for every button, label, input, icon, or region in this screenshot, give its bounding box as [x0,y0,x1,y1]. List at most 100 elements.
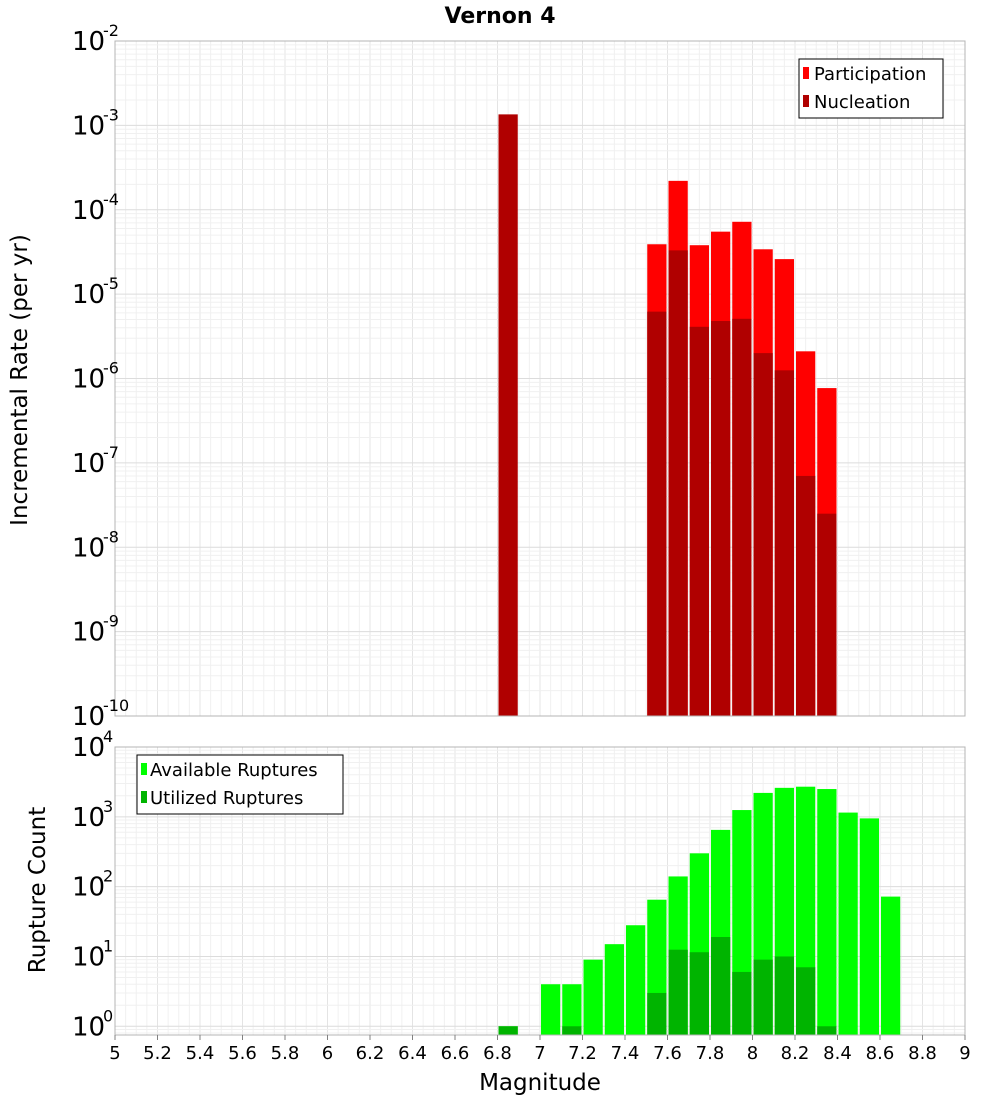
y-tick-label: 10 [72,196,105,226]
count-bar-available-ruptures [562,984,582,1035]
count-y-axis-label: Rupture Count [25,807,51,973]
x-tick-label: 8.8 [908,1043,937,1064]
count-bar-utilized-ruptures [732,971,752,1035]
legend-swatch-nucleation [803,95,809,107]
x-tick-label: 7 [534,1043,545,1064]
y-tick-label: 10 [72,449,105,479]
x-tick-label: 5.2 [143,1043,172,1064]
y-tick-label: 10 [72,733,105,763]
legend-swatch-available [141,763,147,775]
y-tick-label: 10 [72,1012,105,1042]
x-tick-label: 8.4 [823,1043,852,1064]
rate-plot-grid [114,40,966,717]
rate-bar-nucleation [796,475,816,716]
y-tick-exponent: 2 [103,867,113,886]
x-tick-label: 5.8 [271,1043,300,1064]
y-tick-label: 10 [72,27,105,57]
y-tick-label: 10 [72,873,105,903]
count-bar-available-ruptures [881,896,901,1035]
x-tick-label: 5 [109,1043,120,1064]
x-tick-label: 7.4 [611,1043,640,1064]
rate-bar-nucleation [647,311,667,716]
x-tick-label: 7.8 [696,1043,725,1064]
legend-label-participation: Participation [814,64,926,85]
count-bar-available-ruptures [626,925,646,1035]
rate-legend-box [798,58,944,119]
x-tick-label: 5.4 [186,1043,215,1064]
legend-swatch-utilized [141,791,147,803]
rate-bar-nucleation [753,353,773,716]
count-bar-utilized-ruptures [562,1026,582,1035]
y-tick-exponent: -8 [103,527,119,546]
count-bar-utilized-ruptures [817,1026,837,1035]
y-tick-label: 10 [72,533,105,563]
y-tick-label: 10 [72,803,105,833]
count-bar-available-ruptures [583,959,603,1035]
count-bar-utilized-ruptures [668,949,688,1035]
y-tick-exponent: -5 [103,274,119,293]
count-bar-utilized-ruptures [647,992,667,1035]
legend-label-nucleation: Nucleation [814,92,910,113]
x-tick-label: 6.2 [356,1043,385,1064]
rate-plot-frame [114,40,966,717]
y-tick-exponent: -10 [103,696,129,715]
rate-legend: Participation Nucleation [798,58,944,119]
y-tick-exponent: 4 [103,727,113,746]
x-tick-label: 9 [959,1043,970,1064]
x-tick-label: 8.2 [781,1043,810,1064]
count-bar-available-ruptures [604,944,624,1035]
y-tick-label: 10 [72,942,105,972]
count-bar-utilized-ruptures [753,959,773,1035]
y-tick-exponent: 1 [103,936,113,955]
y-tick-exponent: -7 [103,443,119,462]
y-tick-label: 10 [72,111,105,141]
count-plot-bars [498,786,901,1035]
x-axis-ticks: 5 5.2 5.4 5.6 5.8 6 6.2 6.4 6.6 6.8 7 7.2 7.4 7.6 7.8 8… [109,1035,971,1064]
y-tick-exponent: -2 [103,21,119,40]
legend-label-available: Available Ruptures [150,760,318,781]
y-tick-label: 10 [72,280,105,310]
rate-bar-nucleation [689,326,709,716]
rate-y-axis-label: Incremental Rate (per yr) [7,234,33,526]
count-legend: Available Ruptures Utilized Ruptures [136,754,344,815]
x-tick-label: 5.6 [228,1043,257,1064]
count-bar-utilized-ruptures [498,1026,518,1035]
x-axis-label: Magnitude [479,1070,601,1096]
y-tick-exponent: -4 [103,190,119,209]
rate-plot-bars [498,114,837,717]
count-bar-available-ruptures [859,818,879,1035]
count-bar-utilized-ruptures [796,967,816,1035]
count-bar-utilized-ruptures [774,956,794,1035]
count-bar-utilized-ruptures [711,936,731,1035]
y-tick-exponent: 3 [103,797,113,816]
count-legend-box [136,754,344,815]
rate-bar-nucleation [817,513,837,716]
y-tick-label: 10 [72,702,105,732]
count-bar-available-ruptures [817,789,837,1035]
y-tick-label: 10 [72,618,105,648]
y-tick-label: 10 [72,365,105,395]
legend-label-utilized: Utilized Ruptures [150,788,303,809]
x-tick-label: 7.2 [568,1043,597,1064]
x-tick-label: 6.8 [483,1043,512,1064]
chart-title: Vernon 4 [445,4,556,29]
count-bar-available-ruptures [541,984,561,1035]
rate-bar-nucleation [774,370,794,716]
rate-bar-nucleation [711,321,731,716]
rate-bar-nucleation [732,318,752,716]
count-bar-available-ruptures [838,812,858,1035]
x-tick-label: 6.4 [398,1043,427,1064]
y-tick-exponent: -9 [103,612,119,631]
rate-bar-nucleation [668,250,688,717]
legend-swatch-participation [803,67,809,79]
y-tick-exponent: -6 [103,359,119,378]
x-tick-label: 8.6 [866,1043,895,1064]
x-tick-label: 8 [747,1043,758,1064]
y-tick-exponent: -3 [103,105,119,124]
rate-bar-nucleation [498,114,518,716]
